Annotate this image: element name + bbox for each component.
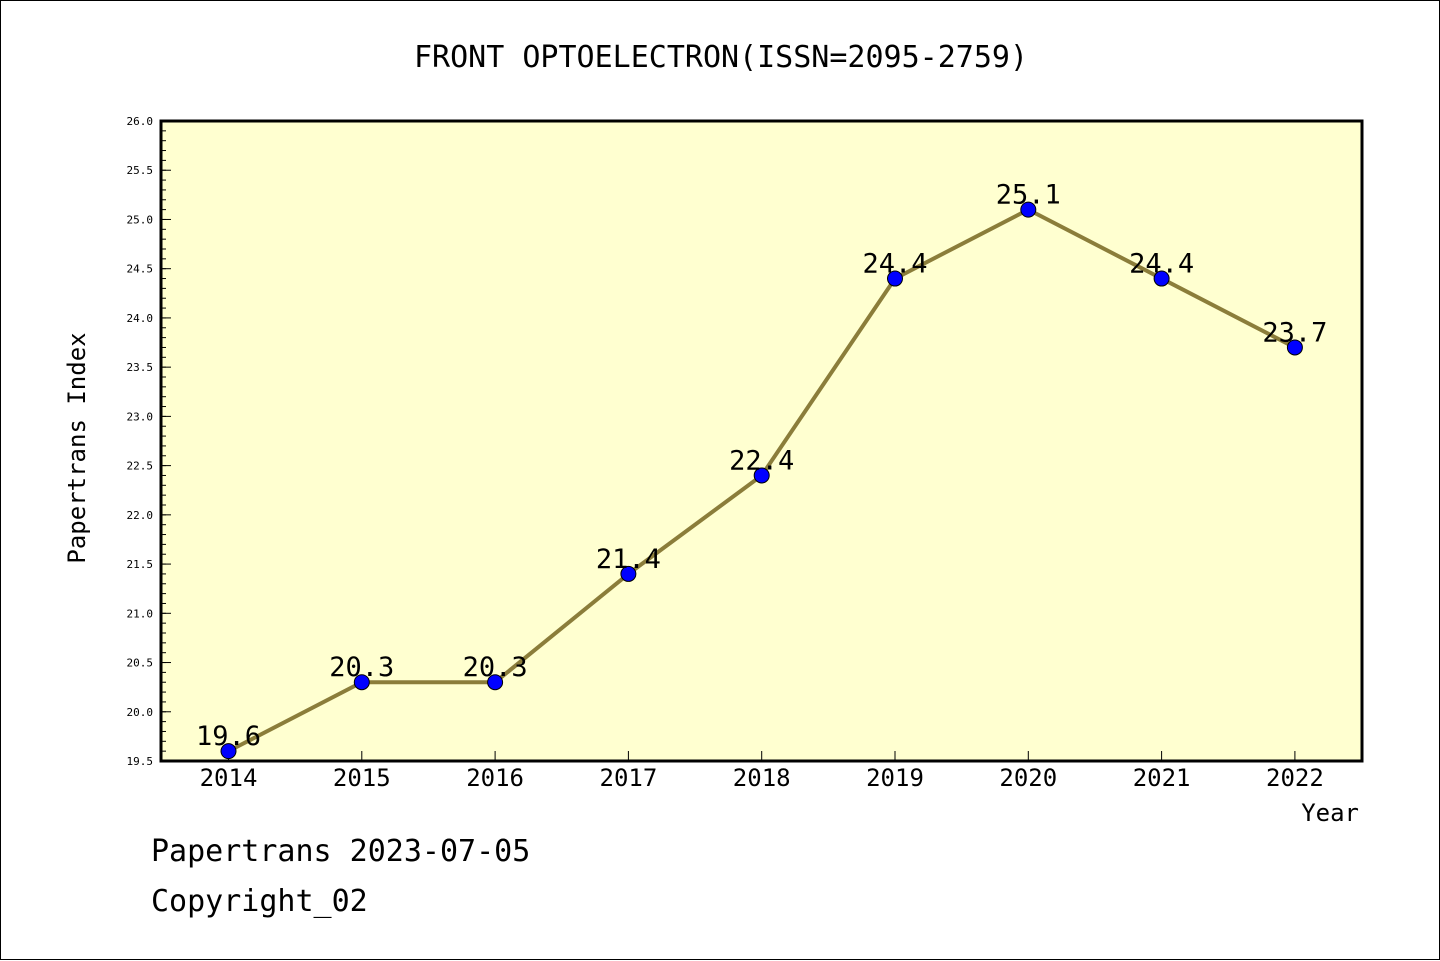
y-tick-label: 24.0 bbox=[127, 312, 154, 325]
data-label: 19.6 bbox=[196, 721, 261, 752]
x-tick-label: 2014 bbox=[200, 764, 258, 792]
data-label: 22.4 bbox=[729, 445, 794, 476]
x-tick-label: 2021 bbox=[1133, 764, 1191, 792]
y-tick-label: 23.5 bbox=[127, 361, 154, 374]
y-tick-label: 21.0 bbox=[127, 607, 154, 620]
x-tick-label: 2019 bbox=[866, 764, 924, 792]
data-label: 20.3 bbox=[329, 652, 394, 683]
footer-source: Papertrans 2023-07-05 bbox=[151, 834, 531, 869]
data-point bbox=[220, 743, 237, 760]
data-label: 24.4 bbox=[862, 249, 927, 280]
y-axis: 19.5 20.0 20.5 21.0 21.5 22.0 22.5 23.0 23.5 24.0… bbox=[127, 115, 171, 768]
data-point bbox=[353, 674, 370, 691]
x-tick-label: 2016 bbox=[466, 764, 524, 792]
footer-copyright: Copyright_02 bbox=[151, 884, 368, 919]
data-point bbox=[887, 270, 903, 287]
y-tick-label: 24.5 bbox=[127, 263, 154, 276]
x-tick-label: 2017 bbox=[600, 764, 658, 792]
y-tick-label: 22.0 bbox=[127, 509, 154, 522]
x-axis: 2014 2015 2016 2017 2018 2019 2020 2021 2022 bbox=[200, 751, 1324, 792]
y-tick-label: 26.0 bbox=[127, 115, 154, 128]
data-points bbox=[220, 201, 1303, 760]
y-tick-label: 25.5 bbox=[127, 164, 154, 177]
data-label: 20.3 bbox=[463, 652, 528, 683]
data-point bbox=[487, 674, 504, 691]
chart-title: FRONT OPTOELECTRON(ISSN=2095-2759) bbox=[414, 40, 1028, 75]
x-tick-label: 2018 bbox=[733, 764, 791, 792]
y-tick-label: 22.5 bbox=[127, 460, 154, 473]
x-tick-label: 2015 bbox=[333, 764, 391, 792]
data-point bbox=[1020, 201, 1037, 218]
x-tick-label: 2020 bbox=[999, 764, 1057, 792]
y-tick-label: 25.0 bbox=[127, 213, 154, 226]
y-tick-label: 20.0 bbox=[127, 706, 154, 719]
data-label: 21.4 bbox=[596, 544, 661, 575]
y-tick-label: 19.5 bbox=[127, 755, 154, 768]
data-label: 23.7 bbox=[1262, 317, 1327, 348]
y-tick-label: 23.0 bbox=[127, 410, 154, 423]
data-labels: 19.6 20.3 20.3 21.4 22.4 24.4 25.1 24.4 23.7 bbox=[196, 180, 1327, 753]
data-point bbox=[1286, 339, 1303, 356]
y-tick-label: 20.5 bbox=[127, 657, 154, 670]
x-tick-label: 2022 bbox=[1266, 764, 1324, 792]
y-axis-title: Papertrans Index bbox=[63, 332, 91, 563]
data-point bbox=[1153, 270, 1170, 287]
data-label: 24.4 bbox=[1129, 249, 1194, 280]
y-tick-label: 21.5 bbox=[127, 558, 154, 571]
plot-area bbox=[159, 119, 1364, 763]
data-point bbox=[753, 467, 770, 484]
data-label: 25.1 bbox=[996, 180, 1061, 211]
x-axis-title: Year bbox=[1301, 799, 1359, 827]
data-point bbox=[620, 565, 637, 582]
